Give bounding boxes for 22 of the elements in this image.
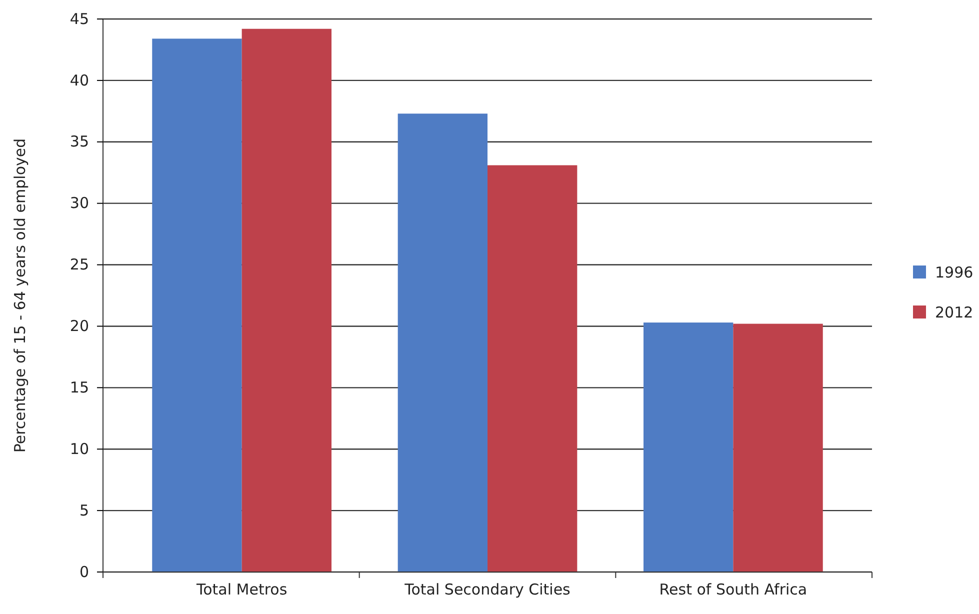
bar [398,114,488,572]
y-tick-label: 5 [79,501,89,520]
bar [644,322,734,572]
y-tick-label: 30 [70,194,89,212]
bar [733,324,823,572]
bar [152,38,242,572]
bar [242,28,332,572]
y-axis-title: Percentage of 15 - 64 years old employed [11,138,29,453]
y-tick-label: 35 [70,132,89,151]
y-tick-label: 25 [70,256,89,274]
y-tick-label: 40 [70,71,89,90]
legend-label: 1996 [935,264,974,282]
x-tick-label: Rest of South Africa [659,580,808,599]
y-tick-label: 15 [70,378,89,396]
legend-label: 2012 [935,304,974,322]
y-tick-label: 20 [70,317,89,336]
y-tick-label: 0 [79,562,89,581]
x-tick-label: Total Secondary Cities [404,580,571,599]
bar [488,165,578,572]
x-tick-label: Total Metros [195,580,288,599]
y-tick-label: 45 [70,10,89,28]
y-tick-label: 10 [70,440,89,458]
